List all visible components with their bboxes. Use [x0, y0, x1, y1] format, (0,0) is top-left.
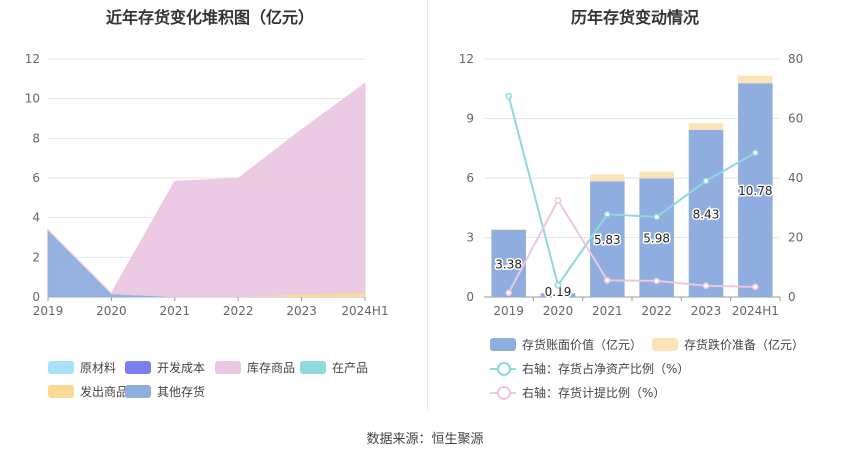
line-point-右轴：存货占净资产比例（%）: [702, 177, 710, 185]
left-legend-item[interactable]: 发出商品: [48, 383, 128, 400]
line-point-右轴：存货占净资产比例（%）: [554, 281, 562, 289]
left-x-tick-label: 2020: [96, 304, 127, 318]
right-y2-tick-label: 20: [788, 231, 803, 245]
left-legend-label: 其他存货: [157, 385, 206, 399]
left-legend-item[interactable]: 原材料: [48, 359, 116, 376]
left-legend-swatch: [48, 385, 74, 398]
left-legend-swatch: [300, 361, 326, 374]
left-y-tick-label: 10: [25, 92, 40, 106]
left-y-tick-label: 2: [32, 250, 40, 264]
left-legend-label: 发出商品: [80, 385, 129, 399]
right-y-tick-label: 12: [459, 52, 474, 66]
left-legend-label: 库存商品: [247, 361, 296, 375]
bar-data-label: 3.38: [495, 257, 522, 271]
right-legend-swatch: [490, 386, 516, 400]
left-legend-label: 在产品: [332, 361, 369, 375]
panel-divider: [427, 0, 428, 410]
right-y-tick-label: 0: [466, 290, 474, 304]
right-legend-label: 存货跌价准备（亿元）: [684, 338, 805, 352]
right-legend-label: 右轴：存货占净资产比例（%）: [522, 362, 690, 376]
legend-line-marker: [497, 386, 511, 400]
line-point-右轴：存货占净资产比例（%）: [653, 213, 661, 221]
bar-存货跌价准备（亿元）: [639, 171, 674, 179]
line-point-右轴：存货占净资产比例（%）: [751, 149, 759, 157]
line-point-右轴：存货占净资产比例（%）: [505, 92, 513, 100]
line-point-右轴：存货计提比例（%）: [505, 289, 513, 297]
left-legend-label: 原材料: [80, 361, 117, 375]
right-legend-swatch: [490, 362, 516, 376]
line-右轴：存货计提比例（%）: [507, 198, 756, 294]
bar-存货账面价值（亿元）: [688, 129, 724, 297]
right-x-tick-label: 2021: [592, 304, 623, 318]
right-legend-label: 存货账面价值（亿元）: [522, 338, 643, 352]
bar-存货账面价值（亿元）: [738, 83, 773, 298]
left-legend-swatch: [125, 385, 151, 398]
bar-存货跌价准备（亿元）: [590, 174, 625, 182]
bar-存货账面价值（亿元）: [639, 178, 674, 297]
left-y-tick-label: 8: [32, 131, 40, 145]
right-chart-title: 历年存货变动情况: [570, 8, 699, 27]
left-x-tick-label: 2021: [160, 304, 191, 318]
right-legend-item[interactable]: 存货账面价值（亿元）: [490, 336, 642, 353]
bar-data-label: 10.78: [738, 184, 772, 198]
left-legend-item[interactable]: 在产品: [300, 359, 368, 376]
right-y-tick-label: 9: [466, 112, 474, 126]
data-source-note: 数据来源：恒生聚源: [366, 432, 484, 447]
right-y-tick-label: 3: [466, 231, 474, 245]
bar-data-label: 0.19: [545, 285, 572, 299]
area-series-库存商品: [47, 82, 366, 298]
bar-data-label: 5.98: [643, 232, 670, 246]
line-point-右轴：存货占净资产比例（%）: [603, 210, 611, 218]
left-y-tick-label: 4: [32, 211, 40, 225]
bar-存货跌价准备（亿元）: [688, 123, 724, 130]
left-x-tick-label: 2022: [223, 304, 254, 318]
bar-存货账面价值（亿元）: [491, 229, 526, 297]
right-x-tick-label: 2024H1: [732, 304, 779, 318]
left-legend-item[interactable]: 库存商品: [215, 359, 295, 376]
left-legend-item[interactable]: 其他存货: [125, 383, 205, 400]
right-legend-item[interactable]: 右轴：存货计提比例（%）: [490, 384, 665, 401]
right-y2-tick-label: 0: [788, 290, 796, 304]
right-y2-tick-label: 60: [788, 112, 803, 126]
bar-存货跌价准备（亿元）: [491, 228, 526, 230]
left-legend-swatch: [48, 361, 74, 374]
right-y-tick-label: 6: [466, 171, 474, 185]
right-x-tick-label: 2023: [691, 304, 722, 318]
bar-data-label: 8.43: [693, 207, 720, 221]
bar-data-label: 5.83: [594, 233, 621, 247]
line-右轴：存货占净资产比例（%）: [507, 95, 756, 288]
line-point-右轴：存货计提比例（%）: [751, 283, 759, 291]
right-legend-swatch: [490, 338, 516, 351]
bar-存货跌价准备（亿元）: [738, 75, 773, 84]
bar-存货账面价值（亿元）: [540, 293, 576, 297]
left-y-tick-label: 0: [32, 290, 40, 304]
left-y-tick-label: 6: [32, 171, 40, 185]
left-chart-title: 近年存货变化堆积图（亿元）: [105, 8, 314, 27]
right-y2-tick-label: 40: [788, 171, 803, 185]
left-y-tick-label: 12: [25, 52, 40, 66]
left-legend-swatch: [215, 361, 241, 374]
line-point-右轴：存货计提比例（%）: [603, 276, 611, 284]
left-x-tick-label: 2019: [33, 304, 64, 318]
line-point-右轴：存货计提比例（%）: [554, 196, 562, 204]
left-x-tick-label: 2023: [286, 304, 317, 318]
right-x-tick-label: 2020: [543, 304, 574, 318]
right-x-tick-label: 2022: [641, 304, 672, 318]
left-legend-label: 开发成本: [157, 361, 206, 375]
right-legend-item[interactable]: 存货跌价准备（亿元）: [652, 336, 804, 353]
line-point-右轴：存货计提比例（%）: [702, 282, 710, 290]
left-legend-swatch: [125, 361, 151, 374]
right-legend-swatch: [652, 338, 678, 351]
right-y2-tick-label: 80: [788, 52, 803, 66]
right-x-tick-label: 2019: [493, 304, 524, 318]
left-x-tick-label: 2024H1: [341, 304, 388, 318]
left-legend-item[interactable]: 开发成本: [125, 359, 205, 376]
line-point-右轴：存货计提比例（%）: [653, 277, 661, 285]
legend-line-marker: [497, 362, 511, 376]
right-legend-label: 右轴：存货计提比例（%）: [522, 386, 666, 400]
right-legend-item[interactable]: 右轴：存货占净资产比例（%）: [490, 360, 689, 377]
